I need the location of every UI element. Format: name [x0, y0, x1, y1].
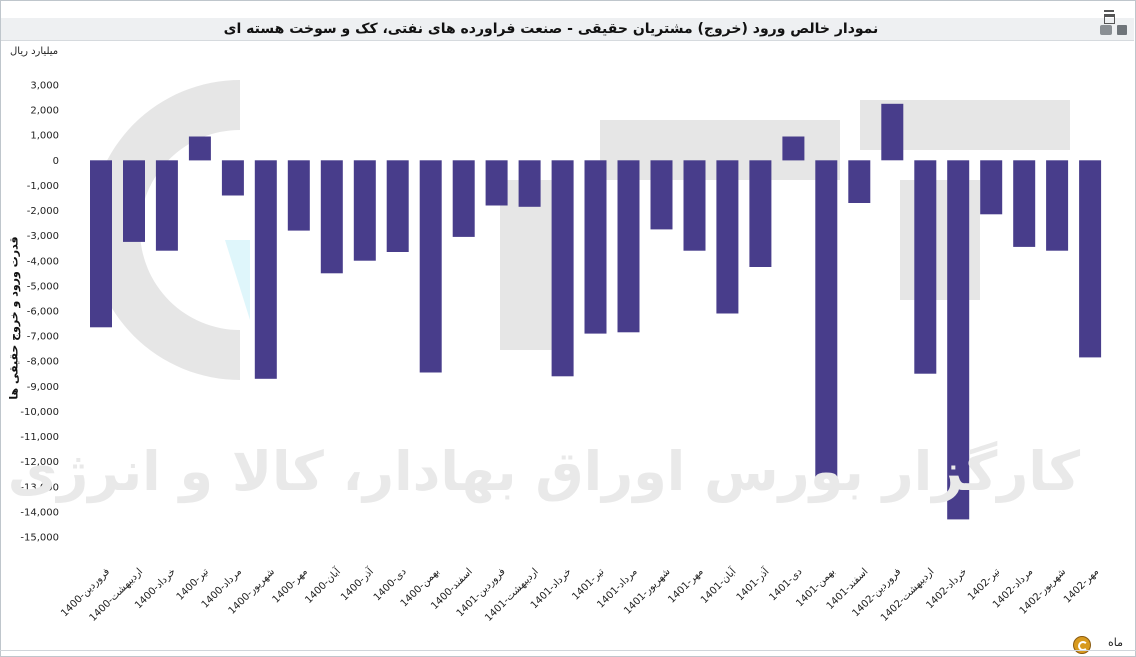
y-tick-label: -8,000 [27, 357, 59, 368]
bar[interactable] [914, 160, 937, 374]
bar[interactable] [584, 160, 607, 334]
y-tick-label: 3,000 [30, 81, 59, 92]
y-tick-label: -2,000 [27, 206, 59, 217]
bar[interactable] [881, 103, 904, 161]
y-tick-label: 2,000 [30, 106, 59, 117]
y-tick-label: -15,000 [20, 533, 59, 544]
x-axis-label: ماه [1108, 636, 1124, 649]
bar[interactable] [320, 160, 343, 274]
bar[interactable] [287, 160, 310, 231]
bar[interactable] [386, 160, 409, 252]
y-axis: 3,000 2,000 1,000 0 -1,000 -2,000 -3,000 -4,000… [20, 81, 59, 544]
bar[interactable] [782, 136, 805, 161]
maximize-icon[interactable] [1104, 14, 1115, 24]
x-tick-label: 1402-مهر [1062, 566, 1101, 605]
bar[interactable] [683, 160, 706, 251]
bar[interactable] [980, 160, 1003, 215]
bars [90, 103, 1102, 520]
bar[interactable] [749, 160, 772, 267]
bar[interactable] [551, 160, 574, 377]
y-tick-label: -9,000 [27, 382, 59, 393]
bar[interactable] [1046, 160, 1069, 251]
x-tick-label: 1401-آذر [733, 564, 772, 603]
x-axis: 1400-فروردین1400-اردیبهشت1400-خرداد1400-… [59, 564, 1101, 624]
bar[interactable] [947, 160, 970, 520]
x-tick-label: 1400-آبان [302, 564, 344, 606]
y-tick-label: -12,000 [20, 457, 59, 468]
y-tick-label: -6,000 [27, 307, 59, 318]
x-tick-label: 1401-آبان [697, 564, 739, 606]
y-tick-label: -14,000 [20, 507, 59, 518]
y-tick-label: -3,000 [27, 231, 59, 242]
y-tick-label: 1,000 [30, 131, 59, 142]
bar[interactable] [254, 160, 277, 379]
y-tick-label: -13,000 [20, 482, 59, 493]
y-tick-label: -10,000 [20, 407, 59, 418]
print-icon[interactable] [1100, 25, 1112, 35]
bar[interactable] [815, 160, 838, 477]
y-tick-label: -5,000 [27, 281, 59, 292]
minimize-icon[interactable] [1104, 4, 1114, 12]
y-tick-label: -1,000 [27, 181, 59, 192]
refresh-icon[interactable] [1073, 636, 1091, 654]
watermark-text: کارگزار بورس اوراق بهادار، کالا و انرژی [7, 440, 1080, 503]
bar[interactable] [353, 160, 376, 261]
y-tick-label: 0 [53, 156, 59, 167]
bar[interactable] [90, 160, 112, 328]
chart-titlebar: نمودار خالص ورود (خروج) مشتریان حقیقی - … [1, 18, 1134, 41]
bar[interactable] [617, 160, 640, 333]
bar[interactable] [221, 160, 244, 196]
bar[interactable] [485, 160, 508, 206]
y-tick-label: -7,000 [27, 332, 59, 343]
y-tick-label: -4,000 [27, 256, 59, 267]
y-tick-label: -11,000 [20, 432, 59, 443]
chart-title: نمودار خالص ورود (خروج) مشتریان حقیقی - … [223, 21, 879, 37]
bar[interactable] [452, 160, 475, 237]
unit-label: میلیارد ریال [10, 46, 59, 57]
bar[interactable] [419, 160, 442, 373]
bottom-divider [0, 650, 1136, 651]
bar[interactable] [1079, 160, 1102, 358]
bar[interactable] [1013, 160, 1036, 247]
bar[interactable] [848, 160, 871, 203]
bar[interactable] [716, 160, 739, 314]
bar[interactable] [123, 160, 145, 242]
save-icon[interactable] [1117, 25, 1127, 35]
bar[interactable] [188, 136, 211, 161]
bar[interactable] [518, 160, 541, 207]
x-tick-label: 1400-آذر [338, 564, 377, 603]
bar[interactable] [155, 160, 178, 251]
bar[interactable] [650, 160, 673, 230]
